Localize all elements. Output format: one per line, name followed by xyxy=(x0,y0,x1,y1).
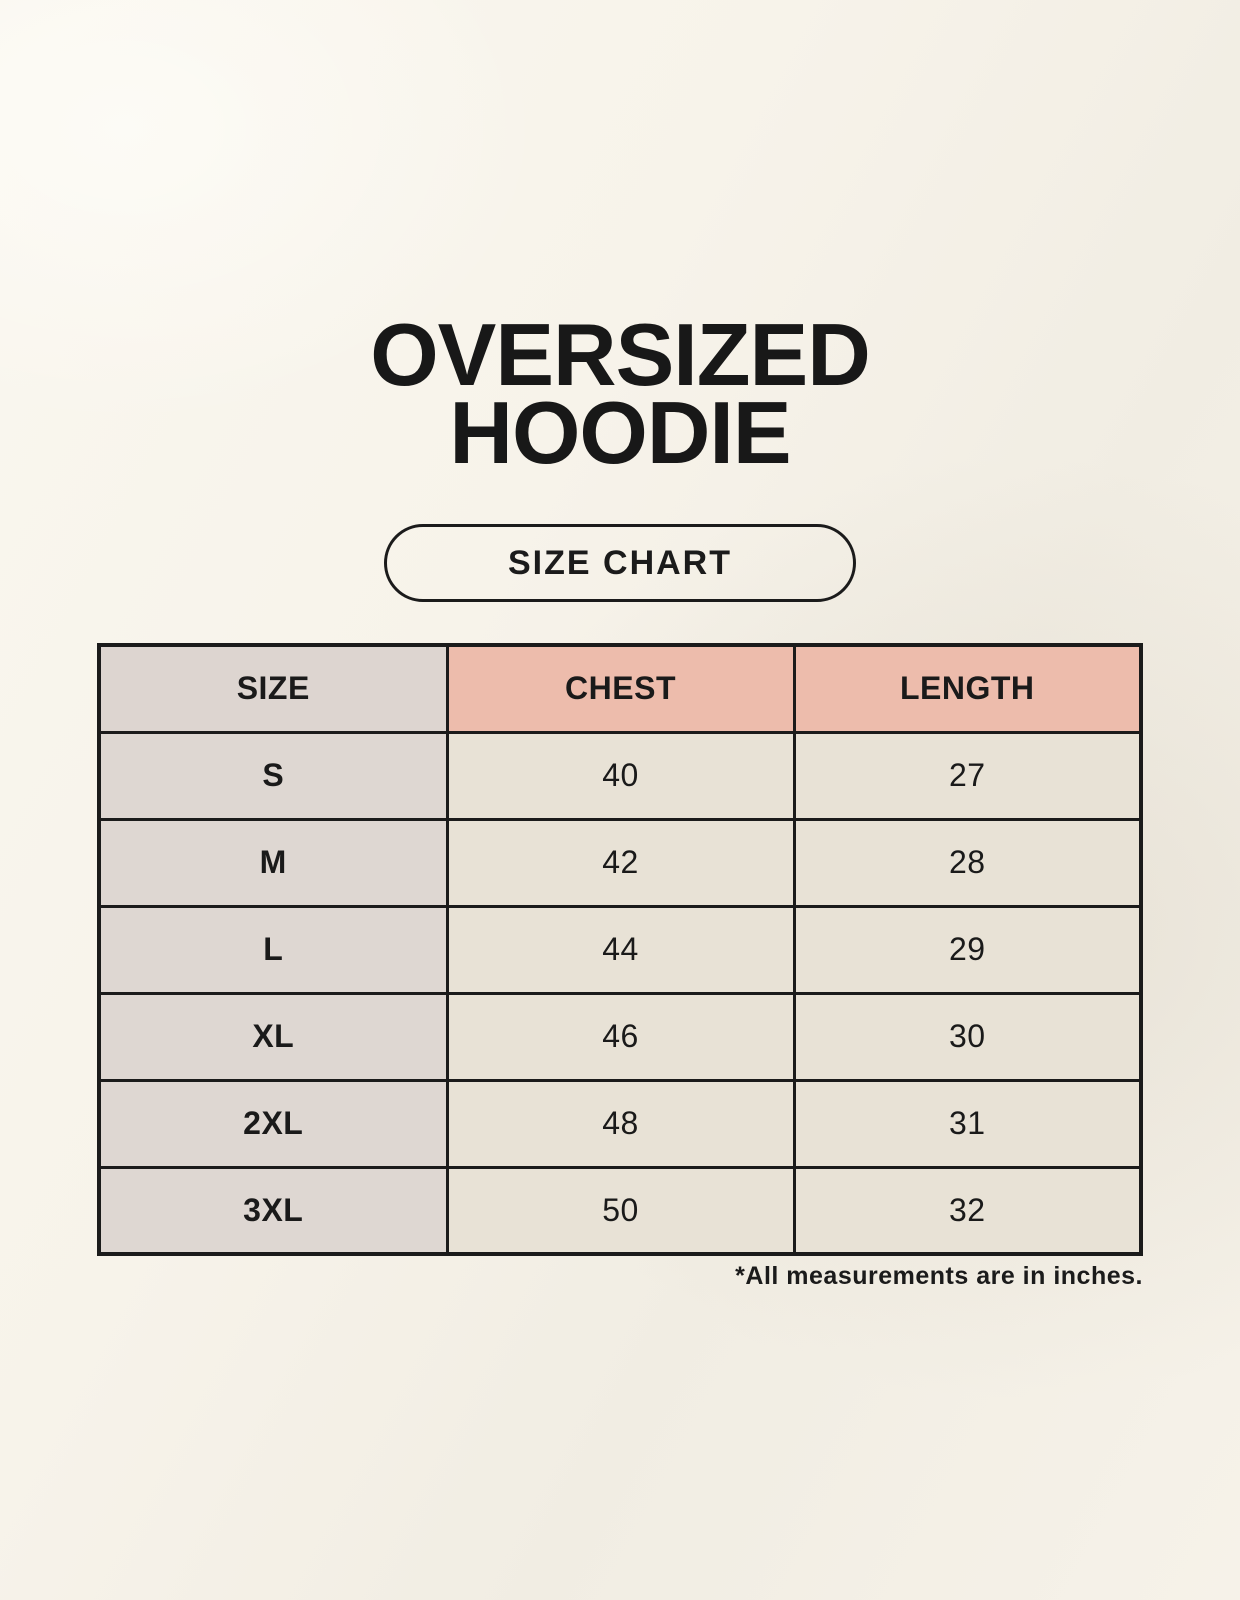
size-cell: 3XL xyxy=(97,1165,449,1256)
chest-cell: 46 xyxy=(445,991,796,1082)
size-chart-button[interactable]: SIZE CHART xyxy=(384,524,856,602)
header-length: LENGTH xyxy=(792,643,1143,734)
size-cell: M xyxy=(97,817,449,908)
table-row: 3XL 50 32 xyxy=(97,1165,1143,1256)
page-title: OVERSIZED HOODIE xyxy=(0,305,1240,482)
chest-cell: 48 xyxy=(445,1078,796,1169)
table-row: S 40 27 xyxy=(97,730,1143,821)
length-cell: 32 xyxy=(792,1165,1143,1256)
page-title-line1: OVERSIZED xyxy=(370,305,871,404)
chest-cell: 40 xyxy=(445,730,796,821)
measurements-footnote: *All measurements are in inches. xyxy=(735,1262,1143,1290)
page-title-line2: HOODIE xyxy=(449,383,791,482)
length-cell: 27 xyxy=(792,730,1143,821)
length-cell: 28 xyxy=(792,817,1143,908)
length-cell: 29 xyxy=(792,904,1143,995)
size-cell: L xyxy=(97,904,449,995)
size-chart-table: SIZE CHEST LENGTH S 40 27 M 42 28 L 44 2… xyxy=(97,643,1143,1256)
chest-cell: 50 xyxy=(445,1165,796,1256)
table-header-row: SIZE CHEST LENGTH xyxy=(97,643,1143,734)
size-cell: S xyxy=(97,730,449,821)
table-row: L 44 29 xyxy=(97,904,1143,995)
table-row: XL 46 30 xyxy=(97,991,1143,1082)
length-cell: 30 xyxy=(792,991,1143,1082)
chest-cell: 42 xyxy=(445,817,796,908)
header-size: SIZE xyxy=(97,643,449,734)
header-chest: CHEST xyxy=(445,643,796,734)
table-row: 2XL 48 31 xyxy=(97,1078,1143,1169)
length-cell: 31 xyxy=(792,1078,1143,1169)
chest-cell: 44 xyxy=(445,904,796,995)
table-row: M 42 28 xyxy=(97,817,1143,908)
size-cell: 2XL xyxy=(97,1078,449,1169)
size-cell: XL xyxy=(97,991,449,1082)
